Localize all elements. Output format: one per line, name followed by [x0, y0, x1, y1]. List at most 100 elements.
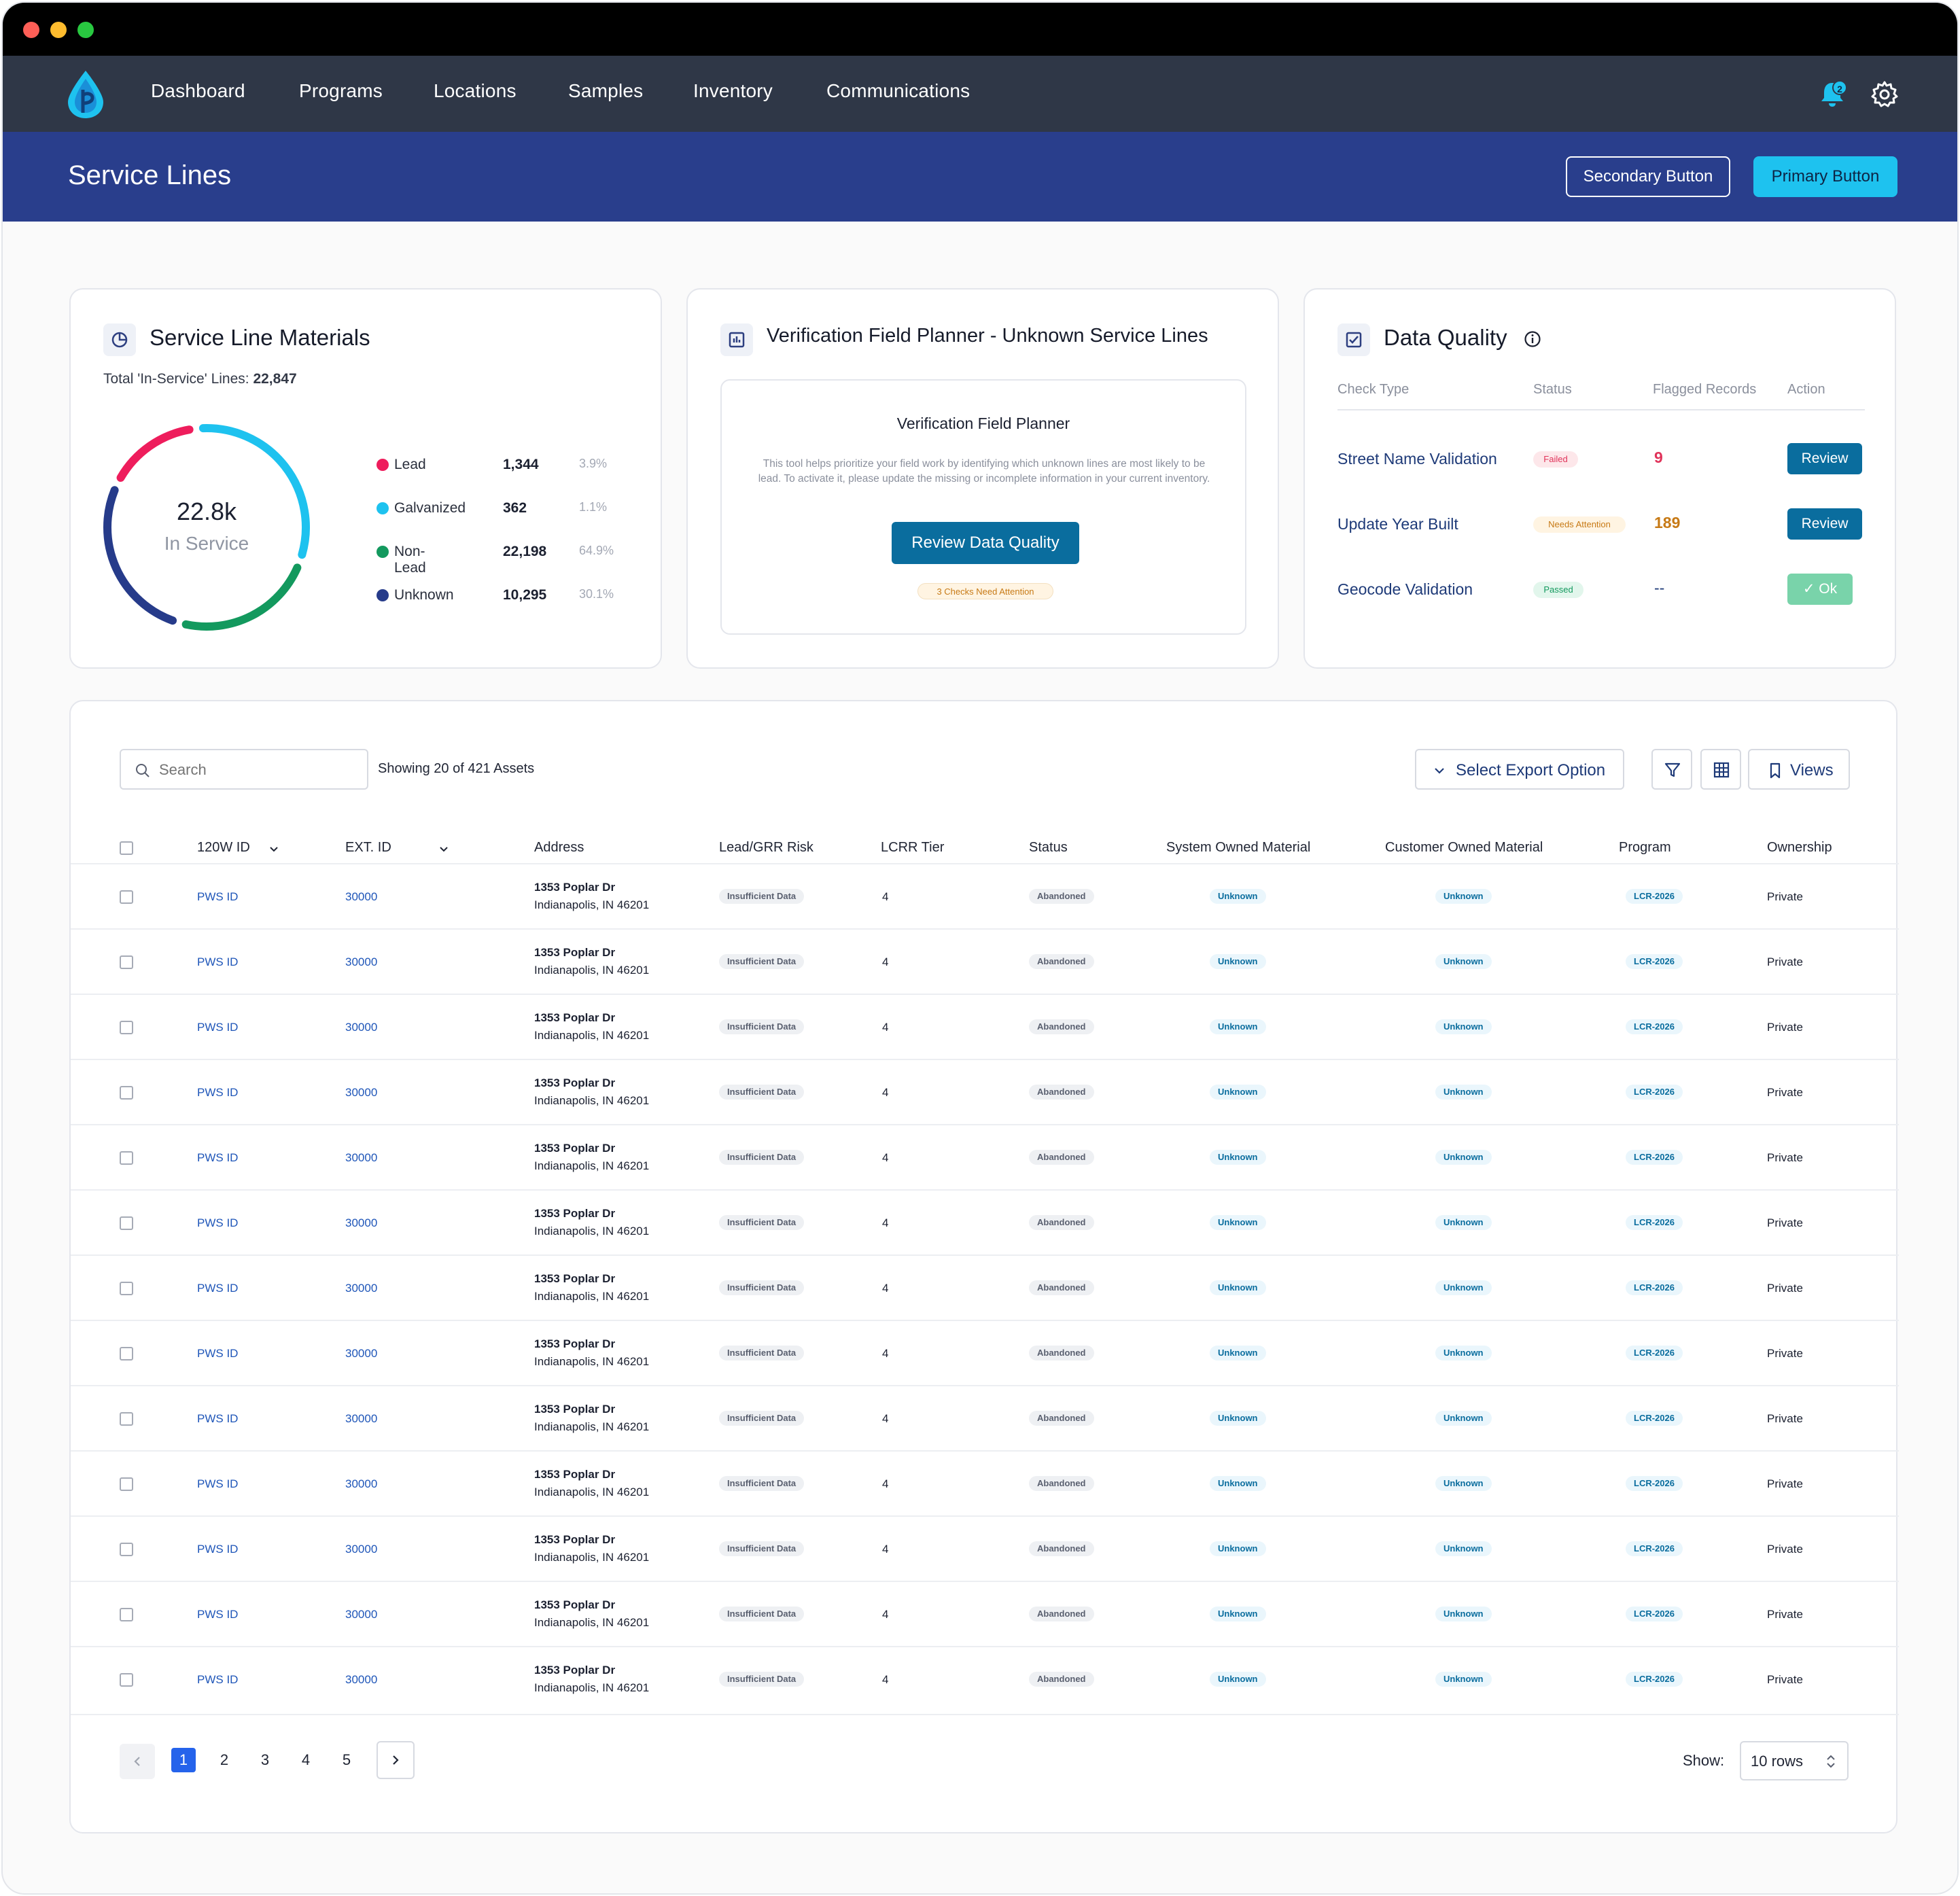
- row-ext-id-link[interactable]: 30000: [345, 890, 378, 903]
- page-4-button[interactable]: 4: [301, 1751, 311, 1768]
- gear-icon[interactable]: [1870, 80, 1899, 109]
- chevron-down-icon[interactable]: [438, 843, 450, 855]
- row-checkbox[interactable]: [120, 1608, 133, 1621]
- row-checkbox[interactable]: [120, 1347, 133, 1360]
- row-ext-id-link[interactable]: 30000: [345, 1673, 378, 1686]
- row-pws-id-link[interactable]: PWS ID: [197, 1086, 239, 1099]
- page-3-button[interactable]: 3: [260, 1751, 270, 1768]
- row-system-material-badge: Unknown: [1210, 954, 1266, 969]
- table-row[interactable]: PWS ID 30000 1353 Poplar Dr Indianapolis, I…: [71, 1450, 1899, 1515]
- info-icon[interactable]: [1524, 330, 1541, 348]
- row-address-line2: Indianapolis, IN 46201: [534, 964, 650, 977]
- row-checkbox[interactable]: [120, 1151, 133, 1165]
- table-row[interactable]: PWS ID 30000 1353 Poplar Dr Indianapolis, I…: [71, 994, 1899, 1059]
- select-all-checkbox[interactable]: [120, 841, 133, 855]
- table-row[interactable]: PWS ID 30000 1353 Poplar Dr Indianapolis, I…: [71, 1059, 1899, 1124]
- nav-communications[interactable]: Communications: [826, 80, 970, 101]
- close-window-button[interactable]: [23, 22, 39, 38]
- row-pws-id-link[interactable]: PWS ID: [197, 1543, 239, 1556]
- export-select[interactable]: Select Export Option: [1415, 749, 1624, 790]
- row-checkbox[interactable]: [120, 1021, 133, 1034]
- th-ext-id[interactable]: EXT. ID: [345, 840, 391, 855]
- table-row[interactable]: PWS ID 30000 1353 Poplar Dr Indianapolis, I…: [71, 1320, 1899, 1385]
- views-button[interactable]: Views: [1748, 749, 1850, 790]
- row-checkbox[interactable]: [120, 1543, 133, 1556]
- dq-check-geocode[interactable]: Geocode Validation: [1337, 580, 1473, 598]
- maximize-window-button[interactable]: [77, 22, 94, 38]
- row-pws-id-link[interactable]: PWS ID: [197, 955, 239, 968]
- row-ext-id-link[interactable]: 30000: [345, 1282, 378, 1295]
- chevron-down-icon[interactable]: [268, 843, 280, 855]
- minimize-window-button[interactable]: [50, 22, 67, 38]
- assets-table-card: Showing 20 of 421 Assets Select Export O…: [69, 700, 1899, 1833]
- row-checkbox[interactable]: [120, 1086, 133, 1100]
- row-pws-id-link[interactable]: PWS ID: [197, 1673, 239, 1686]
- row-pws-id-link[interactable]: PWS ID: [197, 1151, 239, 1164]
- dq-check-year-built[interactable]: Update Year Built: [1337, 515, 1458, 533]
- rows-per-page-select[interactable]: 10 rows: [1740, 1741, 1849, 1780]
- table-row[interactable]: PWS ID 30000 1353 Poplar Dr Indianapolis, I…: [71, 863, 1899, 928]
- page-1-button[interactable]: 1: [171, 1748, 196, 1772]
- row-checkbox[interactable]: [120, 1216, 133, 1230]
- row-pws-id-link[interactable]: PWS ID: [197, 1216, 239, 1229]
- table-row[interactable]: PWS ID 30000 1353 Poplar Dr Indianapolis, I…: [71, 928, 1899, 994]
- nav-dashboard[interactable]: Dashboard: [151, 80, 245, 101]
- row-checkbox[interactable]: [120, 955, 133, 969]
- th-120w-id[interactable]: 120W ID: [197, 840, 250, 855]
- review-data-quality-button[interactable]: Review Data Quality: [892, 522, 1079, 564]
- row-checkbox[interactable]: [120, 1282, 133, 1295]
- page-2-button[interactable]: 2: [220, 1751, 229, 1768]
- row-ext-id-link[interactable]: 30000: [345, 1151, 378, 1164]
- table-row[interactable]: PWS ID 30000 1353 Poplar Dr Indianapolis, I…: [71, 1124, 1899, 1189]
- legend-dot: [377, 502, 389, 514]
- dq-review-street-name-button[interactable]: Review: [1787, 443, 1862, 474]
- row-ext-id-link[interactable]: 30000: [345, 1021, 378, 1034]
- row-checkbox[interactable]: [120, 1673, 133, 1687]
- table-row[interactable]: PWS ID 30000 1353 Poplar Dr Indianapolis, I…: [71, 1515, 1899, 1581]
- row-ext-id-link[interactable]: 30000: [345, 1216, 378, 1229]
- filter-button[interactable]: [1651, 749, 1692, 790]
- table-row[interactable]: PWS ID 30000 1353 Poplar Dr Indianapolis, I…: [71, 1385, 1899, 1450]
- row-pws-id-link[interactable]: PWS ID: [197, 1282, 239, 1295]
- row-pws-id-link[interactable]: PWS ID: [197, 1477, 239, 1490]
- table-row[interactable]: PWS ID 30000 1353 Poplar Dr Indianapolis, I…: [71, 1646, 1899, 1711]
- row-ext-id-link[interactable]: 30000: [345, 1347, 378, 1360]
- table-row[interactable]: PWS ID 30000 1353 Poplar Dr Indianapolis, I…: [71, 1254, 1899, 1320]
- dq-ok-geocode-button[interactable]: ✓ Ok: [1787, 574, 1853, 605]
- row-program-badge: LCR-2026: [1626, 954, 1683, 969]
- legend-value: 22,198: [503, 544, 547, 559]
- nav-samples[interactable]: Samples: [568, 80, 644, 101]
- row-pws-id-link[interactable]: PWS ID: [197, 890, 239, 903]
- next-page-button[interactable]: [377, 1741, 415, 1779]
- table-row[interactable]: PWS ID 30000 1353 Poplar Dr Indianapolis, I…: [71, 1189, 1899, 1254]
- row-pws-id-link[interactable]: PWS ID: [197, 1021, 239, 1034]
- row-checkbox[interactable]: [120, 1412, 133, 1426]
- primary-button[interactable]: Primary Button: [1753, 156, 1897, 197]
- nav-programs[interactable]: Programs: [299, 80, 383, 101]
- table-row[interactable]: PWS ID 30000 1353 Poplar Dr Indianapolis, I…: [71, 1581, 1899, 1646]
- row-pws-id-link[interactable]: PWS ID: [197, 1347, 239, 1360]
- columns-button[interactable]: [1700, 749, 1741, 790]
- row-status-badge: Abandoned: [1029, 1150, 1094, 1165]
- nav-inventory[interactable]: Inventory: [693, 80, 773, 101]
- dq-check-street-name[interactable]: Street Name Validation: [1337, 450, 1497, 468]
- row-ext-id-link[interactable]: 30000: [345, 1543, 378, 1556]
- row-ext-id-link[interactable]: 30000: [345, 1477, 378, 1490]
- row-checkbox[interactable]: [120, 890, 133, 904]
- row-ext-id-link[interactable]: 30000: [345, 1086, 378, 1099]
- row-pws-id-link[interactable]: PWS ID: [197, 1608, 239, 1621]
- secondary-button[interactable]: Secondary Button: [1566, 156, 1730, 197]
- row-ext-id-link[interactable]: 30000: [345, 955, 378, 968]
- row-ext-id-link[interactable]: 30000: [345, 1608, 378, 1621]
- row-checkbox[interactable]: [120, 1477, 133, 1491]
- row-pws-id-link[interactable]: PWS ID: [197, 1412, 239, 1425]
- page-5-button[interactable]: 5: [342, 1751, 351, 1768]
- row-program-badge: LCR-2026: [1626, 889, 1683, 904]
- row-ext-id-link[interactable]: 30000: [345, 1412, 378, 1425]
- search-input[interactable]: [159, 758, 356, 782]
- water-drop-logo-icon[interactable]: [65, 69, 106, 120]
- row-ownership: Private: [1767, 1673, 1803, 1686]
- prev-page-button[interactable]: [120, 1744, 155, 1779]
- dq-review-year-built-button[interactable]: Review: [1787, 508, 1862, 540]
- nav-locations[interactable]: Locations: [434, 80, 517, 101]
